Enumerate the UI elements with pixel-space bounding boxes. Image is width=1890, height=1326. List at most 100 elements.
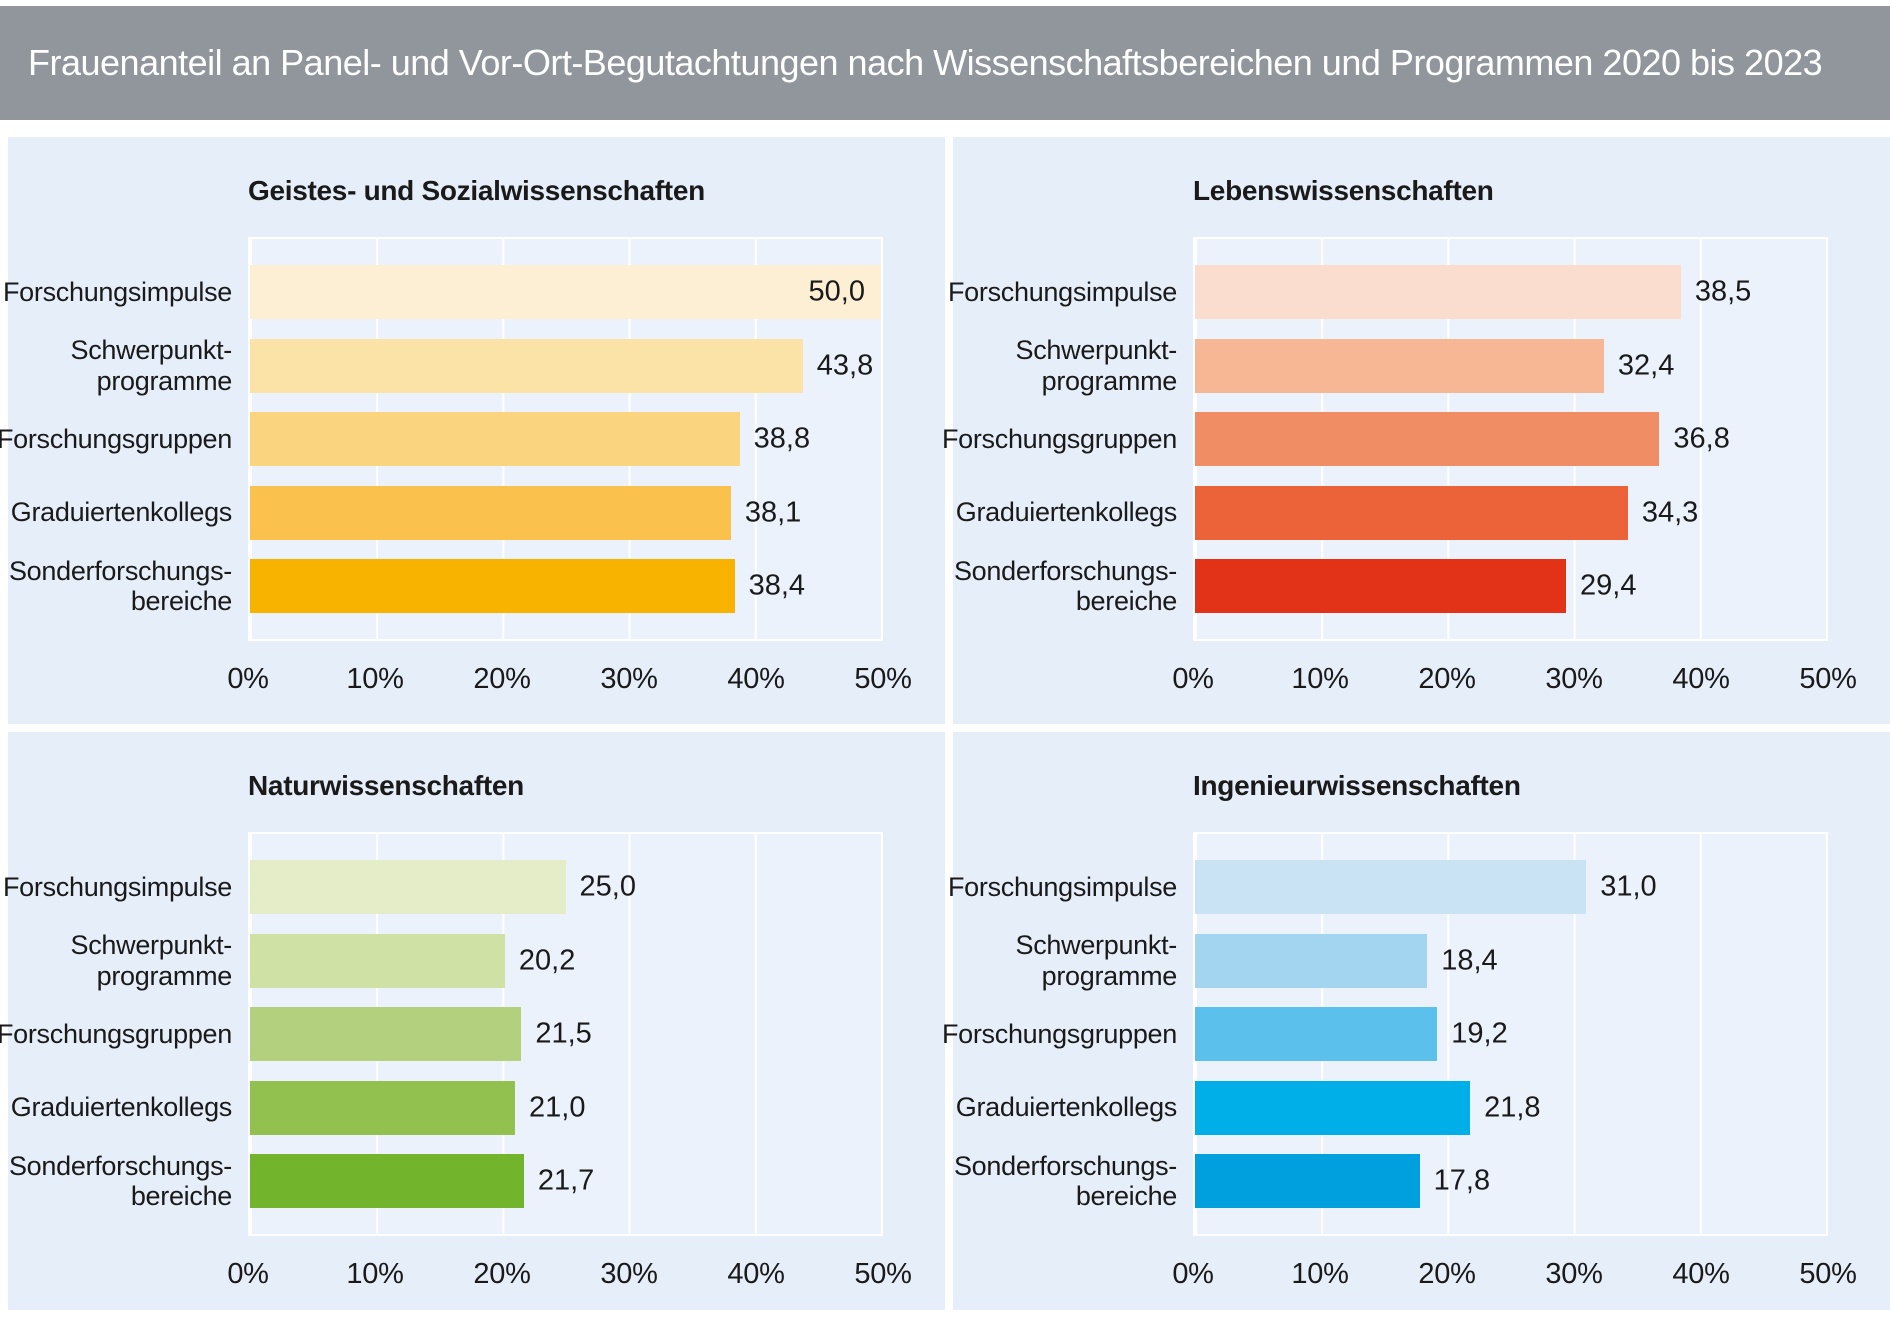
value-label: 17,8 — [1433, 1164, 1491, 1197]
plot-area: 50,0 43,8 38,8 38,1 38,4 — [248, 237, 883, 641]
bar — [1195, 1007, 1438, 1061]
bar-chart: Forschungsimpulse Schwerpunkt-programme Fo… — [0, 832, 945, 1300]
axis-tick: 0% — [227, 1258, 269, 1290]
bar-track: 32,4 — [1195, 338, 1826, 393]
bar — [1195, 1154, 1420, 1208]
bar-track: 43,8 — [250, 338, 881, 393]
bar-chart: Forschungsimpulse Schwerpunkt-programme Fo… — [0, 237, 945, 705]
bar-track: 34,3 — [1195, 485, 1826, 540]
chart-title: Geistes- und Sozialwissenschaften — [248, 175, 705, 206]
axis-tick: 0% — [227, 663, 269, 695]
value-label: 38,5 — [1694, 275, 1752, 308]
bar-track: 38,5 — [1195, 265, 1826, 319]
category-label: Forschungsimpulse — [947, 871, 1177, 902]
axis-tick: 0% — [1172, 1258, 1214, 1290]
value-label: 21,8 — [1484, 1091, 1541, 1123]
bar-track: 21,8 — [1195, 1080, 1826, 1135]
category-label: Sonderforschungs-bereiche — [953, 555, 1177, 616]
category-label: Sonderforschungs-bereiche — [8, 555, 232, 616]
chart-grid: Geistes- und Sozialwissenschaften Forsch… — [0, 137, 1890, 1310]
value-label: 20,2 — [518, 944, 576, 976]
x-axis: 0% 10% 20% 30% 40% 50% — [227, 1250, 912, 1300]
category-labels: Forschungsimpulse Schwerpunkt-programme Fo… — [0, 832, 248, 1236]
bar-chart: Forschungsimpulse Schwerpunkt-programme Fo… — [942, 832, 1890, 1300]
bar-track: 18,4 — [1195, 933, 1826, 988]
axis-tick: 10% — [346, 1258, 404, 1290]
bar-track: 17,8 — [1195, 1154, 1826, 1208]
bar-track: 21,7 — [250, 1154, 881, 1208]
category-label: Forschungsimpulse — [2, 871, 232, 902]
bar — [250, 338, 803, 393]
bar-track: 21,0 — [250, 1080, 881, 1135]
bar — [250, 933, 505, 988]
value-label: 34,3 — [1641, 496, 1699, 528]
plot-column: 31,0 18,4 19,2 21,8 17,8 0% 10% 20% 30% 40% 50% — [1172, 832, 1857, 1300]
axis-tick: 10% — [1291, 1258, 1349, 1290]
plot-column: 50,0 43,8 38,8 38,1 38,4 0% 10% 20% 30% 40% 50% — [227, 237, 912, 705]
axis-tick: 20% — [1418, 663, 1476, 695]
category-labels: Forschungsimpulse Schwerpunkt-programme Fo… — [942, 237, 1193, 641]
axis-tick: 40% — [1672, 663, 1730, 695]
value-label: 21,0 — [529, 1091, 586, 1123]
category-label: Graduiertenkollegs — [10, 497, 233, 528]
category-label: Schwerpunkt-programme — [70, 335, 233, 396]
value-label: 38,1 — [744, 496, 802, 528]
axis-tick: 30% — [600, 663, 658, 695]
panel-naturwissenschaften: Naturwissenschaften Forschungsimpulse Sch… — [0, 732, 945, 1310]
axis-tick: 10% — [346, 663, 404, 695]
bar-track: 31,0 — [1195, 860, 1826, 914]
bar — [250, 1080, 516, 1135]
category-labels: Forschungsimpulse Schwerpunkt-programme Fo… — [0, 237, 248, 641]
bar-track: 19,2 — [1195, 1007, 1826, 1061]
bar-track: 38,1 — [250, 485, 881, 540]
bar — [250, 1154, 524, 1208]
axis-tick: 50% — [1799, 663, 1857, 695]
category-label: Sonderforschungs-bereiche — [953, 1150, 1177, 1211]
bar — [250, 1007, 522, 1061]
axis-tick: 50% — [854, 663, 912, 695]
chart-title: Ingenieurwissenschaften — [1193, 770, 1521, 801]
axis-tick: 20% — [473, 1258, 531, 1290]
bar-track: 36,8 — [1195, 412, 1826, 466]
plot-column: 38,5 32,4 36,8 34,3 29,4 0% 10% 20% 30% 40% 50% — [1172, 237, 1857, 705]
value-label: 38,8 — [753, 422, 811, 455]
axis-tick: 20% — [1418, 1258, 1476, 1290]
value-label: 38,4 — [748, 569, 806, 602]
chart-title: Naturwissenschaften — [248, 770, 524, 801]
chart-title: Lebenswissenschaften — [1193, 175, 1494, 206]
value-label: 19,2 — [1451, 1017, 1508, 1050]
category-label: Graduiertenkollegs — [955, 497, 1178, 528]
value-label: 36,8 — [1673, 422, 1730, 455]
value-label: 32,4 — [1617, 349, 1675, 381]
bar — [1195, 265, 1681, 319]
bar — [1195, 338, 1604, 393]
axis-tick: 40% — [1672, 1258, 1730, 1290]
category-label: Graduiertenkollegs — [955, 1092, 1178, 1123]
value-label: 21,7 — [537, 1164, 595, 1197]
category-label: Forschungsimpulse — [947, 276, 1177, 307]
axis-tick: 30% — [600, 1258, 658, 1290]
bar — [250, 265, 881, 319]
axis-tick: 30% — [1545, 663, 1603, 695]
bar — [1195, 1080, 1471, 1135]
bar-track: 38,8 — [250, 412, 881, 466]
panel-lebenswissenschaften: Lebenswissenschaften Forschungsimpulse Sc… — [942, 137, 1890, 724]
x-axis: 0% 10% 20% 30% 40% 50% — [1172, 655, 1857, 705]
axis-tick: 40% — [727, 1258, 785, 1290]
bar — [1195, 933, 1428, 988]
axis-tick: 50% — [854, 1258, 912, 1290]
plot-column: 25,0 20,2 21,5 21,0 21,7 0% 10% 20% 30% 40% 50% — [227, 832, 912, 1300]
axis-tick: 0% — [1172, 663, 1214, 695]
category-label: Sonderforschungs-bereiche — [8, 1150, 232, 1211]
bar — [1195, 860, 1587, 914]
value-label: 31,0 — [1600, 870, 1657, 903]
axis-tick: 50% — [1799, 1258, 1857, 1290]
value-label: 43,8 — [816, 349, 874, 381]
x-axis: 0% 10% 20% 30% 40% 50% — [1172, 1250, 1857, 1300]
bar — [250, 860, 566, 914]
bar-track: 21,5 — [250, 1007, 881, 1061]
value-label: 18,4 — [1441, 944, 1498, 976]
bar-track: 50,0 — [250, 265, 881, 319]
category-label: Forschungsimpulse — [2, 276, 232, 307]
bar — [250, 412, 740, 466]
